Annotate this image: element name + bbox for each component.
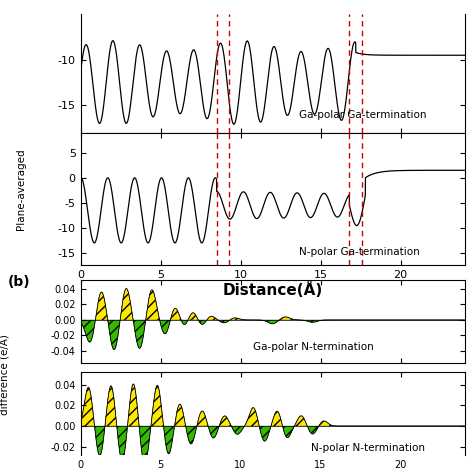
- Text: Ga-polar Ga-termination: Ga-polar Ga-termination: [300, 110, 427, 120]
- Text: (b): (b): [8, 275, 30, 289]
- Text: N-polar N-termination: N-polar N-termination: [311, 443, 425, 453]
- Text: difference (e/Å): difference (e/Å): [0, 334, 10, 415]
- Text: Ga-polar N-termination: Ga-polar N-termination: [253, 342, 374, 352]
- Text: N-polar Ga-termination: N-polar Ga-termination: [300, 247, 420, 257]
- Text: Distance(Å): Distance(Å): [222, 281, 323, 298]
- Text: Plane-averaged: Plane-averaged: [16, 149, 27, 230]
